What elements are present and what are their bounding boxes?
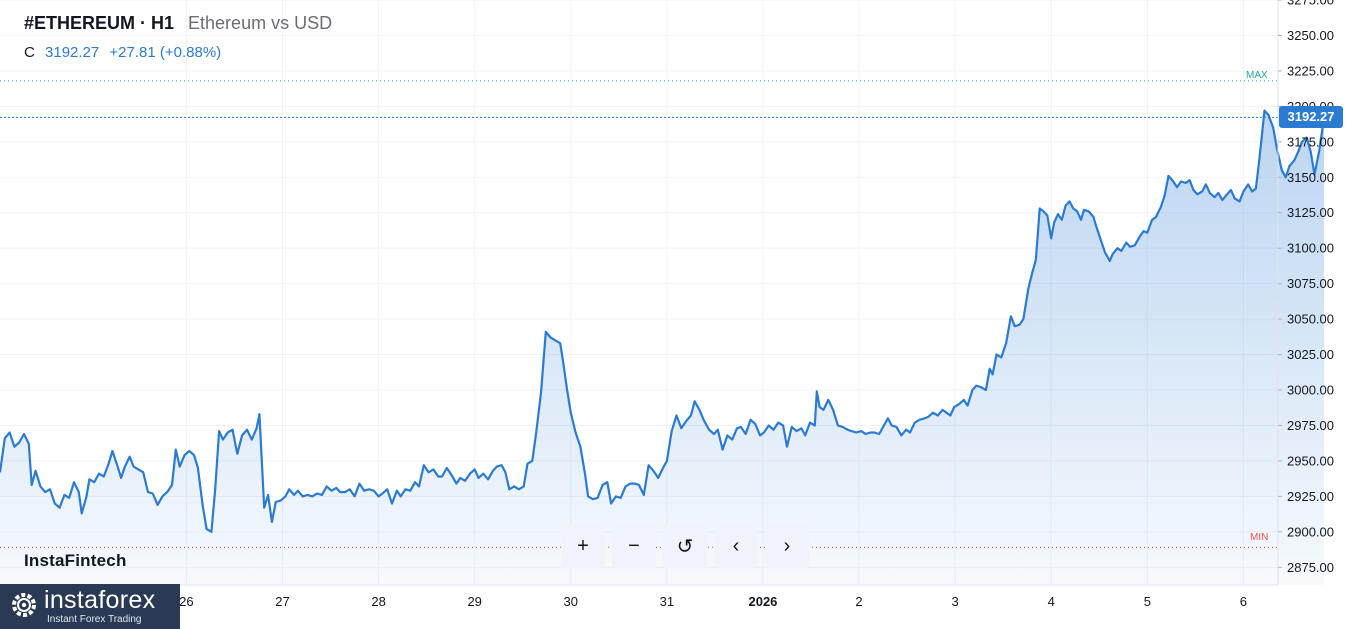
x-tick-label: 26 (179, 594, 193, 609)
y-tick-label: 2900.00 (1287, 524, 1334, 539)
time-axis: 26 27 28 29 30 31 2026 2 3 4 5 6 (179, 594, 1247, 609)
close-label: C (24, 44, 35, 61)
brand-watermark: InstaFintech (24, 551, 127, 570)
price-line (0, 109, 1326, 533)
reset-view-button[interactable]: ↺ (663, 524, 707, 568)
x-tick-label: 30 (564, 594, 578, 609)
y-tick-label: 3125.00 (1287, 205, 1334, 220)
instaforex-logo[interactable]: instaforex Instant Forex Trading (0, 584, 180, 629)
y-tick-label: 3025.00 (1287, 347, 1334, 362)
zoom-out-button[interactable]: − (612, 524, 656, 568)
y-tick-label: 3000.00 (1287, 383, 1334, 398)
scroll-forward-button[interactable]: › (765, 524, 809, 568)
x-tick-label: 28 (371, 594, 385, 609)
reference-lines (0, 80, 1278, 548)
max-marker-label: MAX (1246, 70, 1268, 81)
x-tick-label: 5 (1144, 594, 1151, 609)
y-tick-label: 3150.00 (1287, 170, 1334, 185)
gear-logo-icon (12, 593, 36, 617)
x-tick-label: 29 (467, 594, 481, 609)
zoom-in-button[interactable]: + (561, 524, 605, 568)
logo-tagline: Instant Forex Trading (47, 614, 142, 625)
y-tick-label: 3175.00 (1287, 134, 1334, 149)
y-tick-label: 2875.00 (1287, 560, 1334, 575)
y-tick-label: 3075.00 (1287, 276, 1334, 291)
y-tick-label: 3050.00 (1287, 312, 1334, 327)
y-tick-label: 2975.00 (1287, 418, 1334, 433)
x-tick-label: 3 (952, 594, 959, 609)
symbol-description: Ethereum vs USD (188, 13, 333, 33)
x-tick-label: 2026 (748, 594, 777, 609)
ohlc-legend: C 3192.27 +27.81 (+0.88%) (24, 44, 221, 61)
scroll-back-button[interactable]: ‹ (714, 524, 758, 568)
y-tick-label: 3275.00 (1287, 0, 1334, 8)
y-tick-label: 2925.00 (1287, 489, 1334, 504)
x-tick-label: 4 (1048, 594, 1055, 609)
y-tick-label: 3225.00 (1287, 63, 1334, 78)
close-value: 3192.27 (45, 44, 100, 61)
chart-toolbar: + − ↺ ‹ › (561, 524, 809, 568)
price-axis: 2875.00 2900.00 2925.00 2950.00 2975.00 3000.… (1278, 0, 1334, 575)
x-tick-label: 2 (855, 594, 862, 609)
x-tick-label: 31 (660, 594, 674, 609)
change-value: +27.81 (+0.88%) (109, 44, 222, 61)
y-tick-label: 3250.00 (1287, 28, 1334, 43)
y-tick-label: 2950.00 (1287, 453, 1334, 468)
symbol-title: #ETHEREUM · H1 (24, 13, 175, 33)
x-tick-label: 27 (275, 594, 289, 609)
chart-header: #ETHEREUM · H1 Ethereum vs USD (24, 13, 332, 34)
min-marker-label: MIN (1250, 532, 1269, 543)
x-tick-label: 6 (1240, 594, 1247, 609)
last-price-tag: 3192.27 (1279, 106, 1343, 129)
price-area-fill (0, 110, 1325, 585)
y-tick-label: 3100.00 (1287, 241, 1334, 256)
logo-name: instaforex (44, 586, 156, 614)
